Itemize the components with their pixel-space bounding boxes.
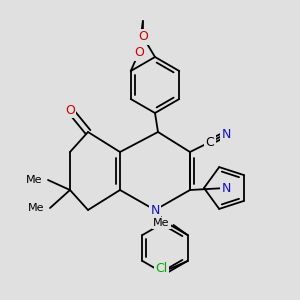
Text: O: O xyxy=(138,31,148,44)
Text: Me: Me xyxy=(28,203,44,213)
Text: N: N xyxy=(150,203,160,217)
Text: O: O xyxy=(134,46,144,59)
Text: Me: Me xyxy=(26,175,42,185)
Text: N: N xyxy=(221,128,231,140)
Text: O: O xyxy=(65,103,75,116)
Text: Cl: Cl xyxy=(155,262,167,275)
Text: Me: Me xyxy=(153,218,169,228)
Text: N: N xyxy=(221,182,231,194)
Text: C: C xyxy=(206,136,214,148)
